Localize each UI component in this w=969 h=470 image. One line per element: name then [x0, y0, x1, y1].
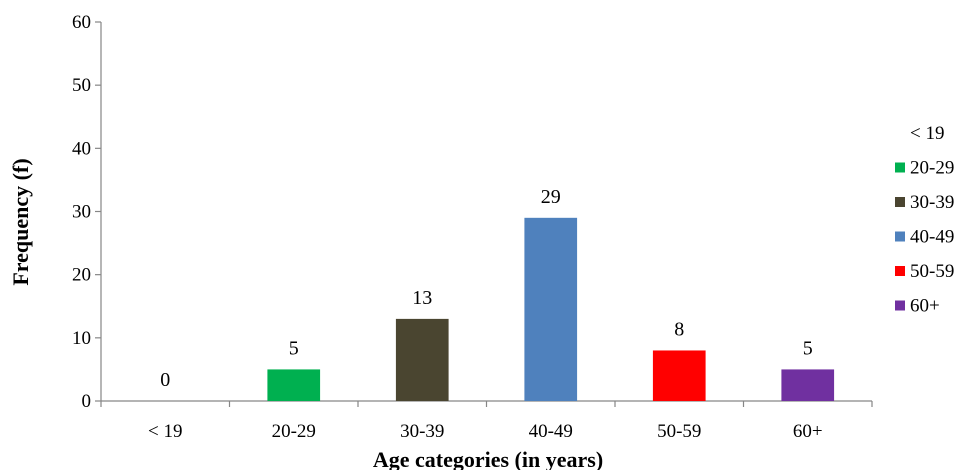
- data-label: 8: [674, 318, 684, 340]
- x-tick-label: 60+: [793, 421, 823, 442]
- bar-6: [781, 369, 835, 401]
- y-tick-label: 10: [72, 328, 91, 349]
- data-label: 5: [289, 337, 299, 359]
- y-tick-label: 20: [72, 265, 91, 286]
- y-axis: 0 10 20 30 40 50 60: [72, 12, 102, 412]
- bar-2: [267, 369, 321, 401]
- y-tick-label: 50: [72, 75, 91, 96]
- data-label: 0: [160, 369, 170, 391]
- legend-swatch: [895, 197, 905, 207]
- data-label: 13: [412, 287, 432, 309]
- y-tick-label: 40: [72, 138, 91, 159]
- legend: < 19 20-29 30-39 40-49 50-59 60+: [895, 123, 954, 317]
- x-tick-label: 40-49: [529, 421, 573, 442]
- legend-label: 40-49: [910, 227, 954, 248]
- x-tick-label: 30-39: [400, 421, 444, 442]
- legend-swatch: [895, 300, 905, 311]
- legend-label: 20-29: [910, 158, 954, 179]
- bar-5: [652, 350, 706, 401]
- legend-label: 30-39: [910, 192, 954, 213]
- y-axis-title: Frequency (f): [8, 158, 33, 285]
- x-tick-label: < 19: [148, 421, 182, 442]
- data-label: 5: [803, 337, 813, 359]
- x-tick-label: 50-59: [657, 421, 701, 442]
- data-labels: 0 5 13 29 8 5: [160, 186, 813, 391]
- legend-label: 50-59: [910, 261, 954, 282]
- y-tick-label: 30: [72, 202, 91, 223]
- y-tick-label: 60: [72, 12, 91, 33]
- bars: [267, 217, 835, 401]
- legend-swatch: [895, 266, 905, 276]
- bar-4: [524, 217, 578, 401]
- legend-label: 60+: [910, 296, 940, 317]
- y-tick-label: 0: [82, 391, 92, 412]
- legend-swatch: [895, 128, 905, 138]
- legend-swatch: [895, 162, 905, 173]
- x-axis: < 19 20-29 30-39 40-49 50-59 60+: [100, 400, 873, 442]
- x-tick-label: 20-29: [272, 421, 316, 442]
- bar-3: [395, 318, 449, 401]
- legend-label: < 19: [910, 123, 944, 144]
- legend-swatch: [895, 231, 905, 242]
- data-label: 29: [541, 186, 561, 208]
- x-axis-title: Age categories (in years): [373, 447, 603, 470]
